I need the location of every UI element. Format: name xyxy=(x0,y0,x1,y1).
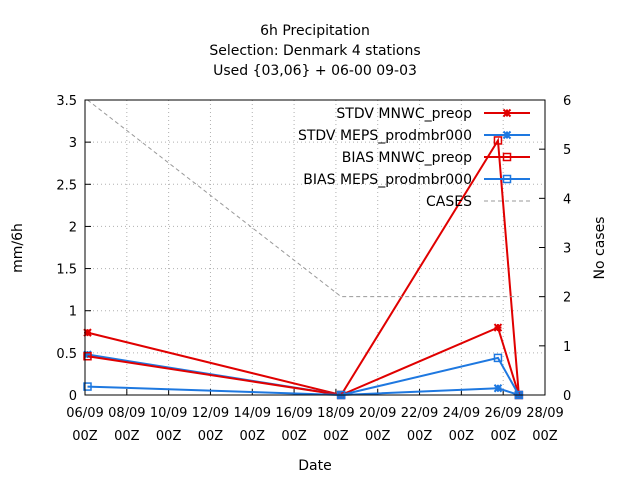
x-tick-label-date: 16/09 xyxy=(275,406,312,421)
data-point xyxy=(502,108,512,118)
x-tick-label-date: 28/09 xyxy=(526,406,563,421)
x-tick-label-date: 22/09 xyxy=(401,406,438,421)
x-axis-label: Date xyxy=(298,458,331,474)
y2-tick-label: 6 xyxy=(563,94,571,109)
legend-label: STDV MEPS_prodmbr000 xyxy=(298,128,472,144)
data-point xyxy=(493,136,503,145)
data-point xyxy=(502,174,512,184)
data-point xyxy=(493,323,503,332)
x-tick-label-hour: 00Z xyxy=(240,429,266,444)
plot-frame xyxy=(84,99,546,396)
series-layer xyxy=(83,99,524,400)
y-axis-ticks: 0 0.5 1 1.5 2 2.5 3 3.5 xyxy=(56,94,91,404)
x-tick-label-hour: 00Z xyxy=(490,429,516,444)
legend-label: STDV MNWC_preop xyxy=(336,106,472,122)
series-1 xyxy=(83,350,524,400)
y-tick-label: 1.5 xyxy=(56,263,77,278)
y-axis-label: mm/6h xyxy=(10,223,26,273)
y2-tick-label: 4 xyxy=(563,192,571,207)
x-tick-label-hour: 00Z xyxy=(281,429,307,444)
x-tick-label-hour: 00Z xyxy=(114,429,140,444)
x-tick-label-hour: 00Z xyxy=(365,429,391,444)
x-tick-label-hour: 00Z xyxy=(198,429,224,444)
data-point xyxy=(493,384,503,393)
series-line xyxy=(87,99,519,298)
x-tick-label-date: 14/09 xyxy=(234,406,271,421)
legend-label: CASES xyxy=(426,194,472,210)
y-tick-label: 0 xyxy=(69,389,77,404)
x-tick-label-date: 12/09 xyxy=(192,406,229,421)
y2-tick-label: 5 xyxy=(563,143,571,158)
x-tick-label-date: 06/09 xyxy=(66,406,103,421)
legend: STDV MNWC_preop STDV MEPS_prodmbr000 BIAS … xyxy=(298,106,530,210)
y2-axis-label: No cases xyxy=(592,217,608,280)
series-0 xyxy=(83,323,524,400)
x-axis-ticks: 06/09 00Z 08/09 00Z 10/09 00Z 12/09 00Z 14/09 00Z… xyxy=(66,389,564,444)
series-4 xyxy=(87,99,519,298)
y-tick-label: 3 xyxy=(69,136,77,151)
y2-axis-ticks: 0 1 2 3 4 5 6 xyxy=(539,94,571,404)
x-tick-label-hour: 00Z xyxy=(449,429,475,444)
legend-label: BIAS MNWC_preop xyxy=(342,150,472,166)
y2-tick-label: 0 xyxy=(563,389,571,404)
legend-label: BIAS MEPS_prodmbr000 xyxy=(303,172,472,188)
x-tick-label-hour: 00Z xyxy=(407,429,433,444)
grid xyxy=(84,99,546,396)
series-line xyxy=(87,137,520,397)
x-tick-label-hour: 00Z xyxy=(323,429,349,444)
x-tick-label-hour: 00Z xyxy=(72,429,98,444)
y-tick-label: 0.5 xyxy=(56,347,77,362)
x-tick-label-date: 26/09 xyxy=(484,406,521,421)
y-tick-label: 1 xyxy=(69,305,77,320)
data-point xyxy=(502,130,512,140)
y2-tick-label: 1 xyxy=(563,340,571,355)
x-tick-label-date: 20/09 xyxy=(359,406,396,421)
chart-title-line: 6h Precipitation xyxy=(260,23,370,39)
x-tick-label-date: 10/09 xyxy=(150,406,187,421)
data-point xyxy=(493,353,503,363)
x-tick-label-hour: 00Z xyxy=(532,429,558,444)
series-line xyxy=(87,356,520,397)
y-tick-label: 2 xyxy=(69,220,77,235)
y2-tick-label: 3 xyxy=(563,242,571,257)
y-tick-label: 2.5 xyxy=(56,178,77,193)
x-tick-label-date: 08/09 xyxy=(108,406,145,421)
y-tick-label: 3.5 xyxy=(56,94,77,109)
series-line xyxy=(87,326,520,397)
data-point xyxy=(83,351,92,361)
chart-title-line: Selection: Denmark 4 stations xyxy=(209,43,420,59)
chart-title: 6h Precipitation Selection: Denmark 4 sta… xyxy=(209,23,420,79)
x-tick-label-date: 24/09 xyxy=(443,406,480,421)
x-tick-label-date: 18/09 xyxy=(317,406,354,421)
x-tick-label-hour: 00Z xyxy=(156,429,182,444)
y2-tick-label: 2 xyxy=(563,291,571,306)
data-point xyxy=(83,382,92,391)
series-3 xyxy=(83,353,524,400)
data-point xyxy=(502,152,512,162)
chart-title-line: Used {03,06} + 06-00 09-03 xyxy=(213,63,417,79)
